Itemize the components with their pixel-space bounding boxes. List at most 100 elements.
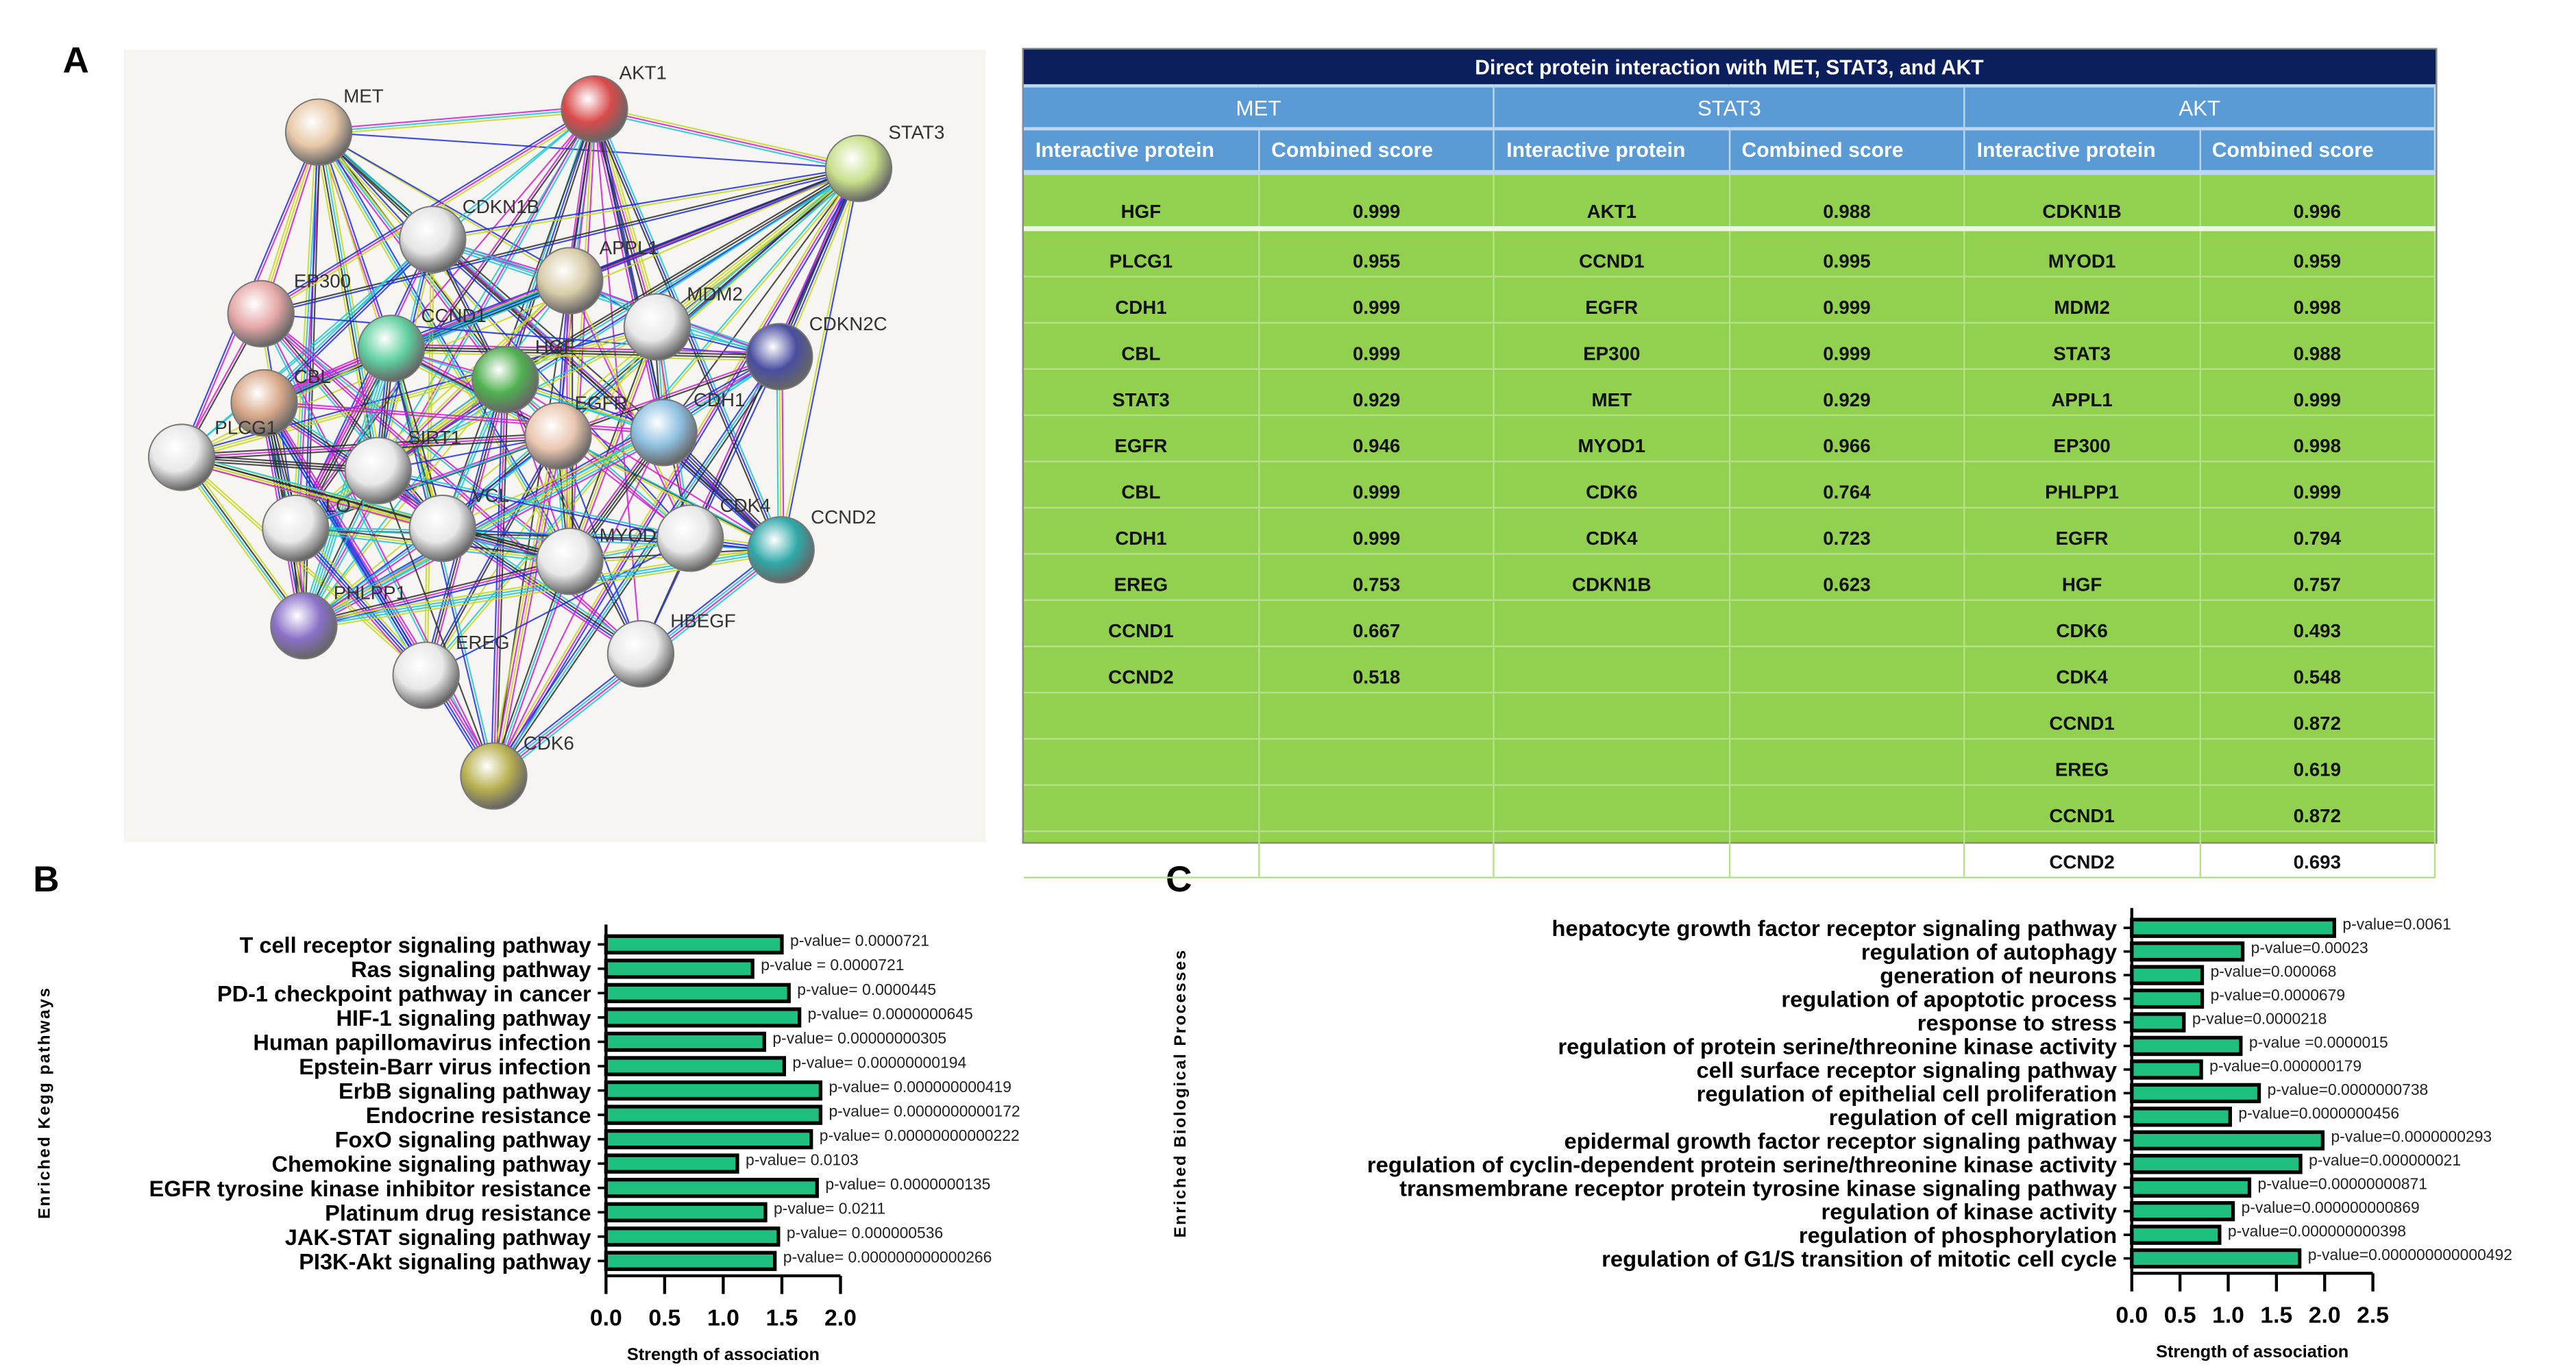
bar xyxy=(2130,941,2245,962)
category-label: regulation of autophagy xyxy=(1861,939,2118,965)
score-cell xyxy=(1729,785,1965,832)
interaction-edge xyxy=(182,456,306,626)
category-label: regulation of kinase activity xyxy=(1821,1199,2118,1224)
interaction-edge xyxy=(391,343,780,354)
interaction-edge xyxy=(569,326,659,562)
protein-cell: MYOD1 xyxy=(1964,228,2200,278)
p-value-label: p-value= 0.00000000194 xyxy=(792,1053,966,1071)
node-sphere xyxy=(746,323,813,391)
biological-process-chart: hepatocyte growth factor receptor signal… xyxy=(1171,908,2512,1361)
protein-node: EGFR xyxy=(524,393,628,470)
table-row: CDH1 0.999 EGFR 0.999 MDM2 0.998 xyxy=(1023,276,2436,324)
bar xyxy=(2130,1200,2235,1222)
protein-node: CDH1 xyxy=(630,389,745,467)
interaction-edge xyxy=(491,435,558,776)
category-label: Platinum drug resistance xyxy=(325,1200,591,1225)
protein-cell: CCND2 xyxy=(1023,646,1260,694)
bar xyxy=(2130,1107,2232,1127)
protein-cell: STAT3 xyxy=(1023,369,1260,417)
protein-cell: CDH1 xyxy=(1023,507,1260,555)
p-value-label: p-value= 0.00000000000222 xyxy=(820,1126,1020,1144)
col-header-protein: Interactive protein xyxy=(1964,127,2200,175)
p-value-label: p-value=0.000000179 xyxy=(2209,1057,2362,1074)
p-value-label: p-value= 0.0000000135 xyxy=(825,1175,990,1193)
category-label: regulation of apoptotic process xyxy=(1781,987,2117,1012)
protein-node: SIRT1 xyxy=(344,427,461,504)
bar xyxy=(604,1226,781,1247)
node-sphere xyxy=(606,620,675,688)
node-label: CDH1 xyxy=(694,389,745,410)
interaction-edge xyxy=(319,110,595,136)
p-value-label: p-value=0.0000218 xyxy=(2192,1009,2327,1027)
interaction-edge xyxy=(442,527,781,551)
x-axis-title: Strength of association xyxy=(627,1345,820,1364)
bar xyxy=(2130,917,2336,938)
table-row: EREG 0.619 xyxy=(1023,739,2436,786)
interaction-edge xyxy=(490,560,568,776)
group-header-met: MET xyxy=(1023,84,1495,129)
interaction-edge xyxy=(426,537,691,676)
bar xyxy=(2130,1177,2252,1198)
interaction-edge xyxy=(591,109,662,434)
score-cell: 0.929 xyxy=(1729,369,1965,417)
interaction-edge xyxy=(298,349,396,531)
node-sphere xyxy=(623,293,691,361)
protein-node: CDKN2C xyxy=(746,313,887,391)
protein-cell: CCND1 xyxy=(1964,785,2200,832)
table-row: EREG 0.753 CDKN1B 0.623 HGF 0.757 xyxy=(1023,554,2436,602)
score-cell: 0.999 xyxy=(1259,172,1495,232)
node-sphere xyxy=(344,436,412,504)
protein-cell xyxy=(1494,600,1730,648)
interaction-edge xyxy=(302,430,664,626)
interaction-edge xyxy=(431,241,779,360)
protein-node: LO xyxy=(262,494,351,563)
protein-node: APPL1 xyxy=(536,237,659,314)
protein-cell: HGF xyxy=(1964,554,2200,602)
bar xyxy=(604,1128,813,1150)
category-label: response to stress xyxy=(1917,1010,2117,1035)
category-label: PI3K-Akt signaling pathway xyxy=(299,1249,591,1274)
p-value-label: p-value= 0.000000536 xyxy=(787,1224,943,1242)
table-row: CCND1 0.872 xyxy=(1023,692,2436,740)
table-row: CBL 0.999 CDK6 0.764 PHLPP1 0.999 xyxy=(1023,461,2436,509)
category-label: Chemokine signaling pathway xyxy=(271,1152,591,1176)
protein-node: MDM2 xyxy=(623,284,743,361)
bar xyxy=(604,1007,802,1028)
score-cell: 0.548 xyxy=(2199,646,2436,694)
interaction-edge xyxy=(377,470,495,776)
protein-node: AKT1 xyxy=(561,62,667,143)
node-label: EGFR xyxy=(575,393,628,414)
bar xyxy=(2130,1130,2325,1151)
interaction-edge xyxy=(304,348,393,627)
p-value-label: p-value=0.0000000293 xyxy=(2331,1128,2492,1146)
bar xyxy=(2130,965,2205,985)
node-sphere xyxy=(227,280,295,347)
interaction-edge xyxy=(261,312,496,776)
score-cell: 0.723 xyxy=(1729,507,1965,555)
protein-cell: CCND1 xyxy=(1023,600,1260,648)
p-value-label: p-value=0.0000000738 xyxy=(2268,1081,2429,1098)
node-sphere xyxy=(630,399,698,467)
score-cell: 0.955 xyxy=(1259,228,1495,278)
node-sphere xyxy=(147,423,216,491)
interaction-edge xyxy=(182,456,428,675)
interaction-edge xyxy=(593,110,859,172)
protein-cell: EP300 xyxy=(1964,415,2200,463)
table-row: CCND1 0.667 CDK6 0.493 xyxy=(1023,600,2436,648)
x-tick-label: 0.0 xyxy=(2115,1303,2148,1329)
bar xyxy=(2130,1224,2222,1245)
score-cell: 0.988 xyxy=(1729,172,1965,232)
p-value-label: p-value= 0.0000000000172 xyxy=(829,1102,1020,1120)
score-cell xyxy=(1259,785,1495,832)
protein-cell xyxy=(1494,646,1730,694)
protein-cell xyxy=(1494,785,1730,832)
bar xyxy=(604,1056,787,1076)
interaction-edge xyxy=(495,562,573,778)
bar xyxy=(2130,1248,2302,1269)
bar xyxy=(604,959,755,979)
score-cell: 0.619 xyxy=(2199,739,2436,786)
node-label: APPL1 xyxy=(600,237,659,258)
bar xyxy=(604,934,784,954)
score-cell: 0.999 xyxy=(2199,369,2436,417)
